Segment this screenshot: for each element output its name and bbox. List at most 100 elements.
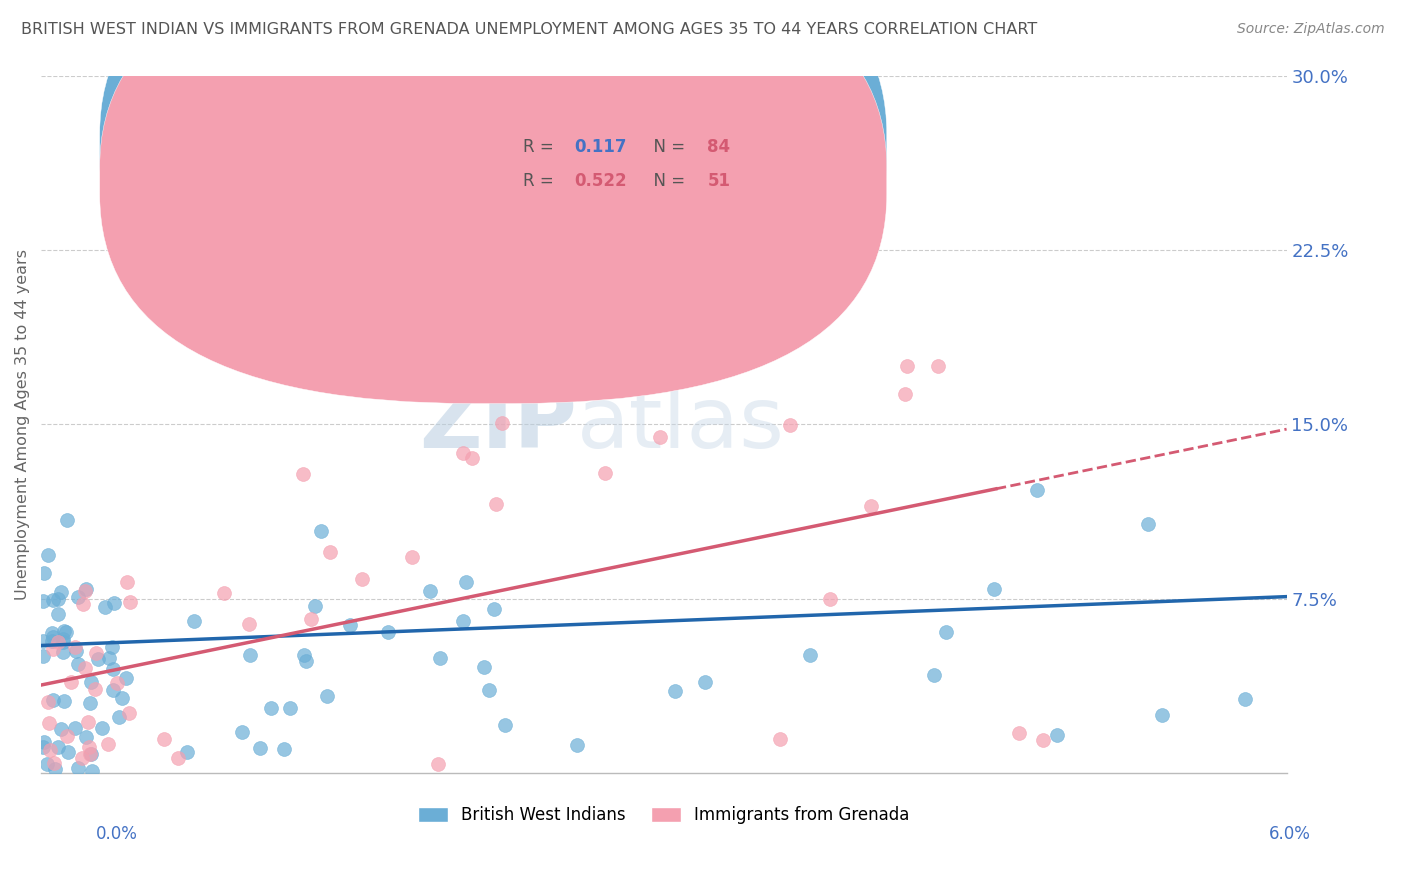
Point — [80, 747, 103, 762]
Point — [927, 359, 949, 374]
Point — [91, 721, 114, 735]
Point — [451, 446, 474, 460]
Point — [860, 499, 883, 513]
Point — [176, 745, 198, 759]
Point — [451, 614, 474, 628]
Point — [294, 654, 316, 668]
Point — [231, 724, 253, 739]
Point — [304, 599, 326, 613]
Point — [818, 591, 841, 606]
Point — [1150, 708, 1173, 723]
FancyBboxPatch shape — [100, 0, 887, 370]
Point — [94, 600, 117, 615]
Point — [983, 582, 1005, 596]
Point — [212, 586, 235, 600]
Point — [294, 648, 316, 663]
Point — [101, 683, 124, 698]
Point — [648, 430, 671, 444]
Point — [46, 739, 69, 754]
Point — [593, 466, 616, 480]
Point — [80, 764, 103, 778]
Point — [63, 640, 86, 655]
Point — [299, 612, 322, 626]
Point — [260, 701, 283, 715]
Point — [107, 710, 129, 724]
Point — [167, 751, 190, 765]
Point — [318, 545, 340, 559]
Point — [922, 668, 945, 682]
Point — [70, 750, 93, 764]
Point — [97, 737, 120, 751]
Point — [315, 689, 337, 703]
Point — [249, 740, 271, 755]
Point — [32, 634, 55, 648]
Point — [1032, 733, 1054, 747]
Point — [46, 634, 69, 648]
Point — [56, 729, 79, 743]
Point — [769, 731, 792, 746]
Point — [75, 584, 97, 599]
Legend: British West Indians, Immigrants from Grenada: British West Indians, Immigrants from Gr… — [418, 806, 910, 824]
Text: Source: ZipAtlas.com: Source: ZipAtlas.com — [1237, 22, 1385, 37]
Text: atlas: atlas — [576, 383, 785, 466]
Point — [56, 745, 79, 759]
Point — [1026, 483, 1049, 497]
Point — [41, 625, 63, 640]
Point — [55, 624, 77, 639]
Point — [44, 762, 66, 776]
Point — [67, 590, 90, 604]
Point — [87, 652, 110, 666]
Point — [46, 607, 69, 622]
Point — [183, 614, 205, 628]
Point — [101, 662, 124, 676]
Point — [75, 582, 97, 597]
Point — [51, 723, 73, 737]
Point — [107, 676, 129, 690]
Point — [401, 549, 423, 564]
Point — [426, 756, 449, 771]
Point — [42, 693, 65, 707]
Point — [37, 695, 59, 709]
Text: R =: R = — [523, 138, 560, 156]
Point — [1046, 728, 1069, 742]
Point — [56, 513, 79, 527]
Point — [42, 592, 65, 607]
Text: 0.0%: 0.0% — [96, 825, 138, 843]
Point — [67, 761, 90, 775]
Point — [664, 684, 686, 698]
Point — [565, 738, 588, 752]
Point — [118, 595, 141, 609]
Text: 0.117: 0.117 — [574, 138, 627, 156]
Point — [79, 747, 101, 762]
Point — [77, 714, 100, 729]
Point — [472, 659, 495, 673]
Point — [339, 617, 361, 632]
Point — [32, 566, 55, 580]
Point — [309, 524, 332, 538]
Point — [52, 624, 75, 638]
Point — [79, 696, 101, 710]
Point — [63, 721, 86, 735]
Point — [111, 691, 134, 706]
Point — [482, 601, 505, 615]
Point — [115, 574, 138, 589]
Point — [485, 497, 508, 511]
Point — [72, 597, 94, 611]
Point — [51, 635, 73, 649]
Point — [32, 594, 55, 608]
Point — [52, 645, 75, 659]
Text: 6.0%: 6.0% — [1268, 825, 1310, 843]
Text: 51: 51 — [707, 172, 731, 190]
Point — [52, 632, 75, 647]
Point — [44, 756, 66, 771]
Point — [429, 650, 451, 665]
Text: N =: N = — [643, 172, 690, 190]
Point — [643, 359, 665, 374]
Point — [278, 701, 301, 715]
Text: 84: 84 — [707, 138, 731, 156]
Point — [41, 634, 63, 648]
Point — [894, 387, 917, 401]
Point — [1234, 692, 1257, 706]
Point — [83, 681, 105, 696]
Point — [84, 646, 107, 660]
